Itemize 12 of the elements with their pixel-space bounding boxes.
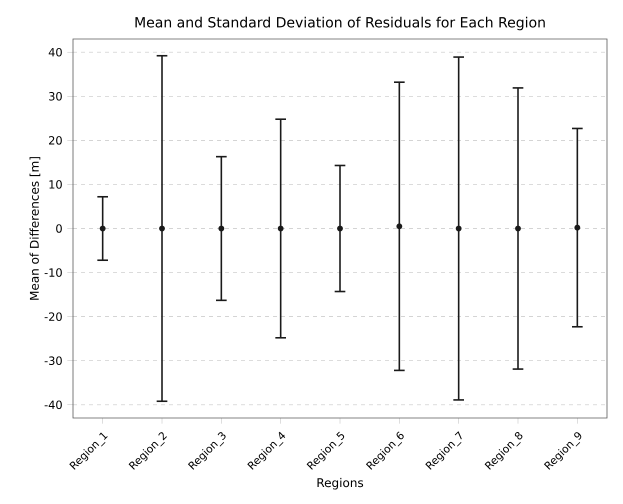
y-axis-title: Mean of Differences [m] (30, 157, 40, 300)
y-tick-label: -20 (44, 312, 62, 321)
y-tick-label: -40 (44, 400, 62, 410)
y-tick-label: 0 (56, 224, 62, 233)
y-tick-label: -30 (44, 356, 62, 365)
chart-title: Mean and Standard Deviation of Residuals for Each Region (135, 16, 545, 30)
y-tick-label: 20 (49, 136, 62, 145)
y-tick-label: 10 (49, 180, 62, 189)
y-tick-label: -10 (44, 268, 62, 277)
x-axis-title: Regions (318, 478, 364, 490)
y-tick-label: 30 (49, 92, 62, 101)
y-tick-label: 40 (48, 48, 62, 57)
